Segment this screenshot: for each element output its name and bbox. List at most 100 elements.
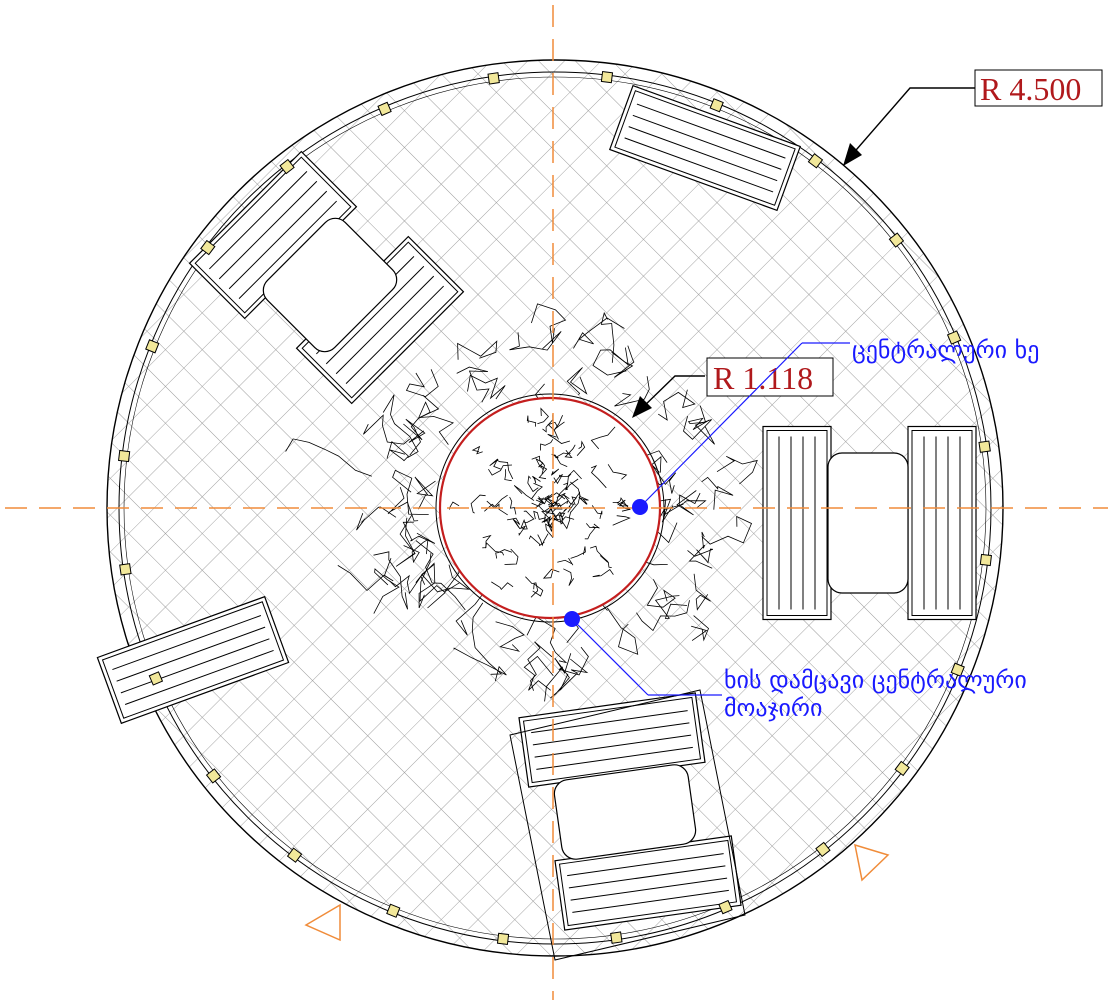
canopy-inner-stroke <box>495 549 513 559</box>
ring-post <box>950 662 965 677</box>
canopy-stroke <box>356 506 397 531</box>
canopy-stroke <box>661 500 707 523</box>
canopy-stroke <box>550 653 572 699</box>
canopy-stroke <box>509 331 562 351</box>
ring-post <box>148 671 164 686</box>
canopy-inner-stroke <box>565 473 572 491</box>
canopy-stroke <box>527 641 553 691</box>
guard-note-text-line2: მოაჯირი <box>724 694 822 722</box>
canopy-stroke <box>657 389 696 421</box>
bench-s-1 <box>518 692 706 788</box>
ring-post <box>888 232 905 248</box>
canopy-stroke <box>337 557 394 592</box>
canopy-inner-stroke <box>559 469 582 480</box>
canopy-inner-stroke <box>504 469 512 482</box>
bench-nw-2 <box>295 235 465 405</box>
canopy-inner-stroke <box>550 468 560 476</box>
canopy-inner-stroke <box>523 510 535 523</box>
section-marker-left <box>304 903 341 942</box>
canopy-stroke <box>373 551 408 610</box>
canopy-stroke <box>363 414 411 445</box>
bench-s-2 <box>554 835 742 931</box>
canopy-inner-stroke <box>528 535 545 547</box>
canopy-stroke <box>676 490 701 516</box>
canopy-stroke <box>600 311 615 363</box>
canopy-stroke <box>646 579 676 608</box>
canopy-inner-stroke <box>538 464 548 480</box>
canopy-stroke <box>386 440 409 462</box>
canopy-stroke <box>688 531 713 569</box>
canopy-inner-stroke <box>557 557 574 566</box>
canopy-inner-stroke <box>535 493 553 504</box>
canopy-stroke <box>701 476 734 510</box>
tree-note-text: ცენტრალური ხე <box>852 336 1039 364</box>
canopy-inner-stroke <box>554 415 565 431</box>
bench-e-1 <box>762 425 832 621</box>
canopy-stroke <box>523 655 554 691</box>
canopy-stroke <box>716 455 758 485</box>
section-marker-right <box>854 843 890 882</box>
canopy-stroke <box>471 602 503 675</box>
ring-post <box>709 98 724 113</box>
canopy-inner-stroke <box>535 458 545 474</box>
bench-e-2 <box>907 425 977 621</box>
canopy-inner-stroke <box>543 511 551 526</box>
canopy-inner-stroke <box>561 511 572 530</box>
canopy-stroke <box>382 394 419 458</box>
canopy-stroke <box>419 394 455 445</box>
canopy-inner-stroke <box>592 568 614 578</box>
canopy-inner-stroke <box>545 519 554 539</box>
canopy-inner-stroke <box>576 440 586 456</box>
south-bench-frame <box>509 689 746 961</box>
canopy-inner-stroke <box>578 496 588 505</box>
canopy-inner-stroke <box>507 517 521 528</box>
canopy-stroke <box>285 438 372 477</box>
canopy-inner-stroke <box>537 407 549 425</box>
guard-note-leader <box>571 618 649 696</box>
canopy-inner-stroke <box>497 460 514 480</box>
ring-post <box>118 449 131 463</box>
canopy-inner-stroke <box>550 486 568 511</box>
canopy-stroke <box>373 568 400 614</box>
canopy-inner-stroke <box>599 555 612 568</box>
ring-post <box>286 847 303 863</box>
canopy-inner-stroke <box>589 545 609 563</box>
canopy-inner-stroke <box>513 485 535 501</box>
canopy-inner-stroke <box>570 491 581 513</box>
canopy-inner-stroke <box>547 433 571 444</box>
ring-post <box>119 563 132 576</box>
outer-radius-arrow <box>843 143 862 166</box>
canopy-inner-stroke <box>533 510 547 520</box>
canopy-stroke <box>683 415 715 445</box>
ring-post <box>145 339 160 354</box>
ring-post <box>718 899 733 915</box>
outer-radius-leader <box>849 87 975 158</box>
canopy-inner-stroke <box>616 497 631 511</box>
canopy-stroke <box>402 521 436 544</box>
canopy-stroke <box>414 476 436 510</box>
canopy-stroke <box>592 347 629 376</box>
canopy-stroke <box>654 595 688 619</box>
canopy-inner-stroke <box>564 444 576 459</box>
ring-post <box>894 760 910 777</box>
benches-group <box>96 84 977 961</box>
canopy-inner-stroke <box>482 534 492 549</box>
ring-post <box>205 768 222 784</box>
canopy-stroke <box>453 647 507 682</box>
tree-note-dot <box>632 499 648 515</box>
ring-post <box>946 330 962 345</box>
canopy-stroke <box>687 548 714 564</box>
canopy-stroke <box>691 615 709 642</box>
canopy-stroke <box>403 401 431 441</box>
canopy-inner-stroke <box>542 568 560 579</box>
inner-radius-box <box>706 357 834 397</box>
canopy-inner-stroke <box>504 548 519 565</box>
tree-note-leader <box>639 342 803 508</box>
canopy-inner-stroke <box>591 505 603 519</box>
canopy-stroke <box>693 573 711 611</box>
canopy-inner-stroke <box>532 583 544 597</box>
inner-radius-label: R 1.118 <box>713 360 813 396</box>
inner-radius-arrow <box>632 396 652 418</box>
canopy-inner-stroke <box>540 439 554 451</box>
